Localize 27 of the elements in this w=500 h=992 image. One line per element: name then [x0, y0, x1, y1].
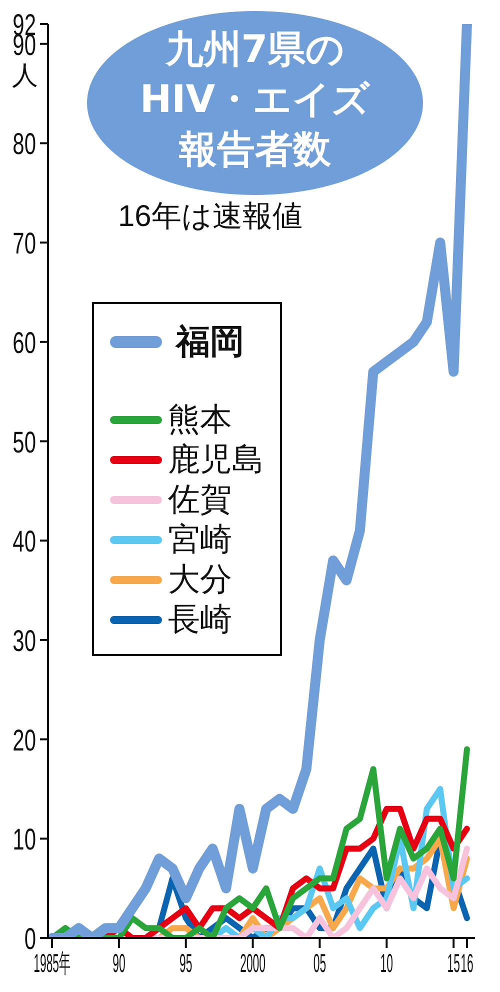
y-tick-label: 50	[12, 426, 36, 460]
y-tick-label: 80	[12, 128, 36, 162]
x-tick-label: 16	[460, 950, 474, 978]
x-tick-label: 90	[112, 950, 126, 978]
x-tick-label: 10	[380, 950, 394, 978]
legend-label: 福岡	[176, 322, 244, 363]
legend-label: 熊本	[168, 400, 232, 439]
legend-label: 長崎	[168, 600, 232, 639]
x-tick-label: 05	[313, 950, 326, 978]
text: 九州7県のHIV・エイズ報告者数	[138, 26, 372, 173]
text: 16年は速報値	[118, 199, 302, 235]
x-tick-label: 15	[447, 950, 460, 978]
x-tick-label: 1985年	[34, 950, 70, 978]
y-tick-label: 30	[12, 625, 36, 658]
y-tick-label: 60	[12, 327, 36, 360]
y-tick-label: 0	[24, 924, 36, 956]
x-tick-label: 2000	[240, 950, 266, 978]
y-tick-label: 20	[12, 724, 36, 758]
y-tick-label: 70	[12, 228, 36, 261]
x-tick-label: 95	[180, 950, 192, 978]
legend-label: 鹿児島	[168, 440, 264, 479]
legend-label: 大分	[168, 560, 232, 599]
y-axis-title: 人	[12, 59, 38, 92]
legend-label: 佐賀	[168, 480, 232, 519]
legend-label: 宮崎	[168, 520, 232, 559]
y-tick-label: 10	[12, 824, 36, 857]
y-tick-label: 40	[12, 526, 36, 559]
